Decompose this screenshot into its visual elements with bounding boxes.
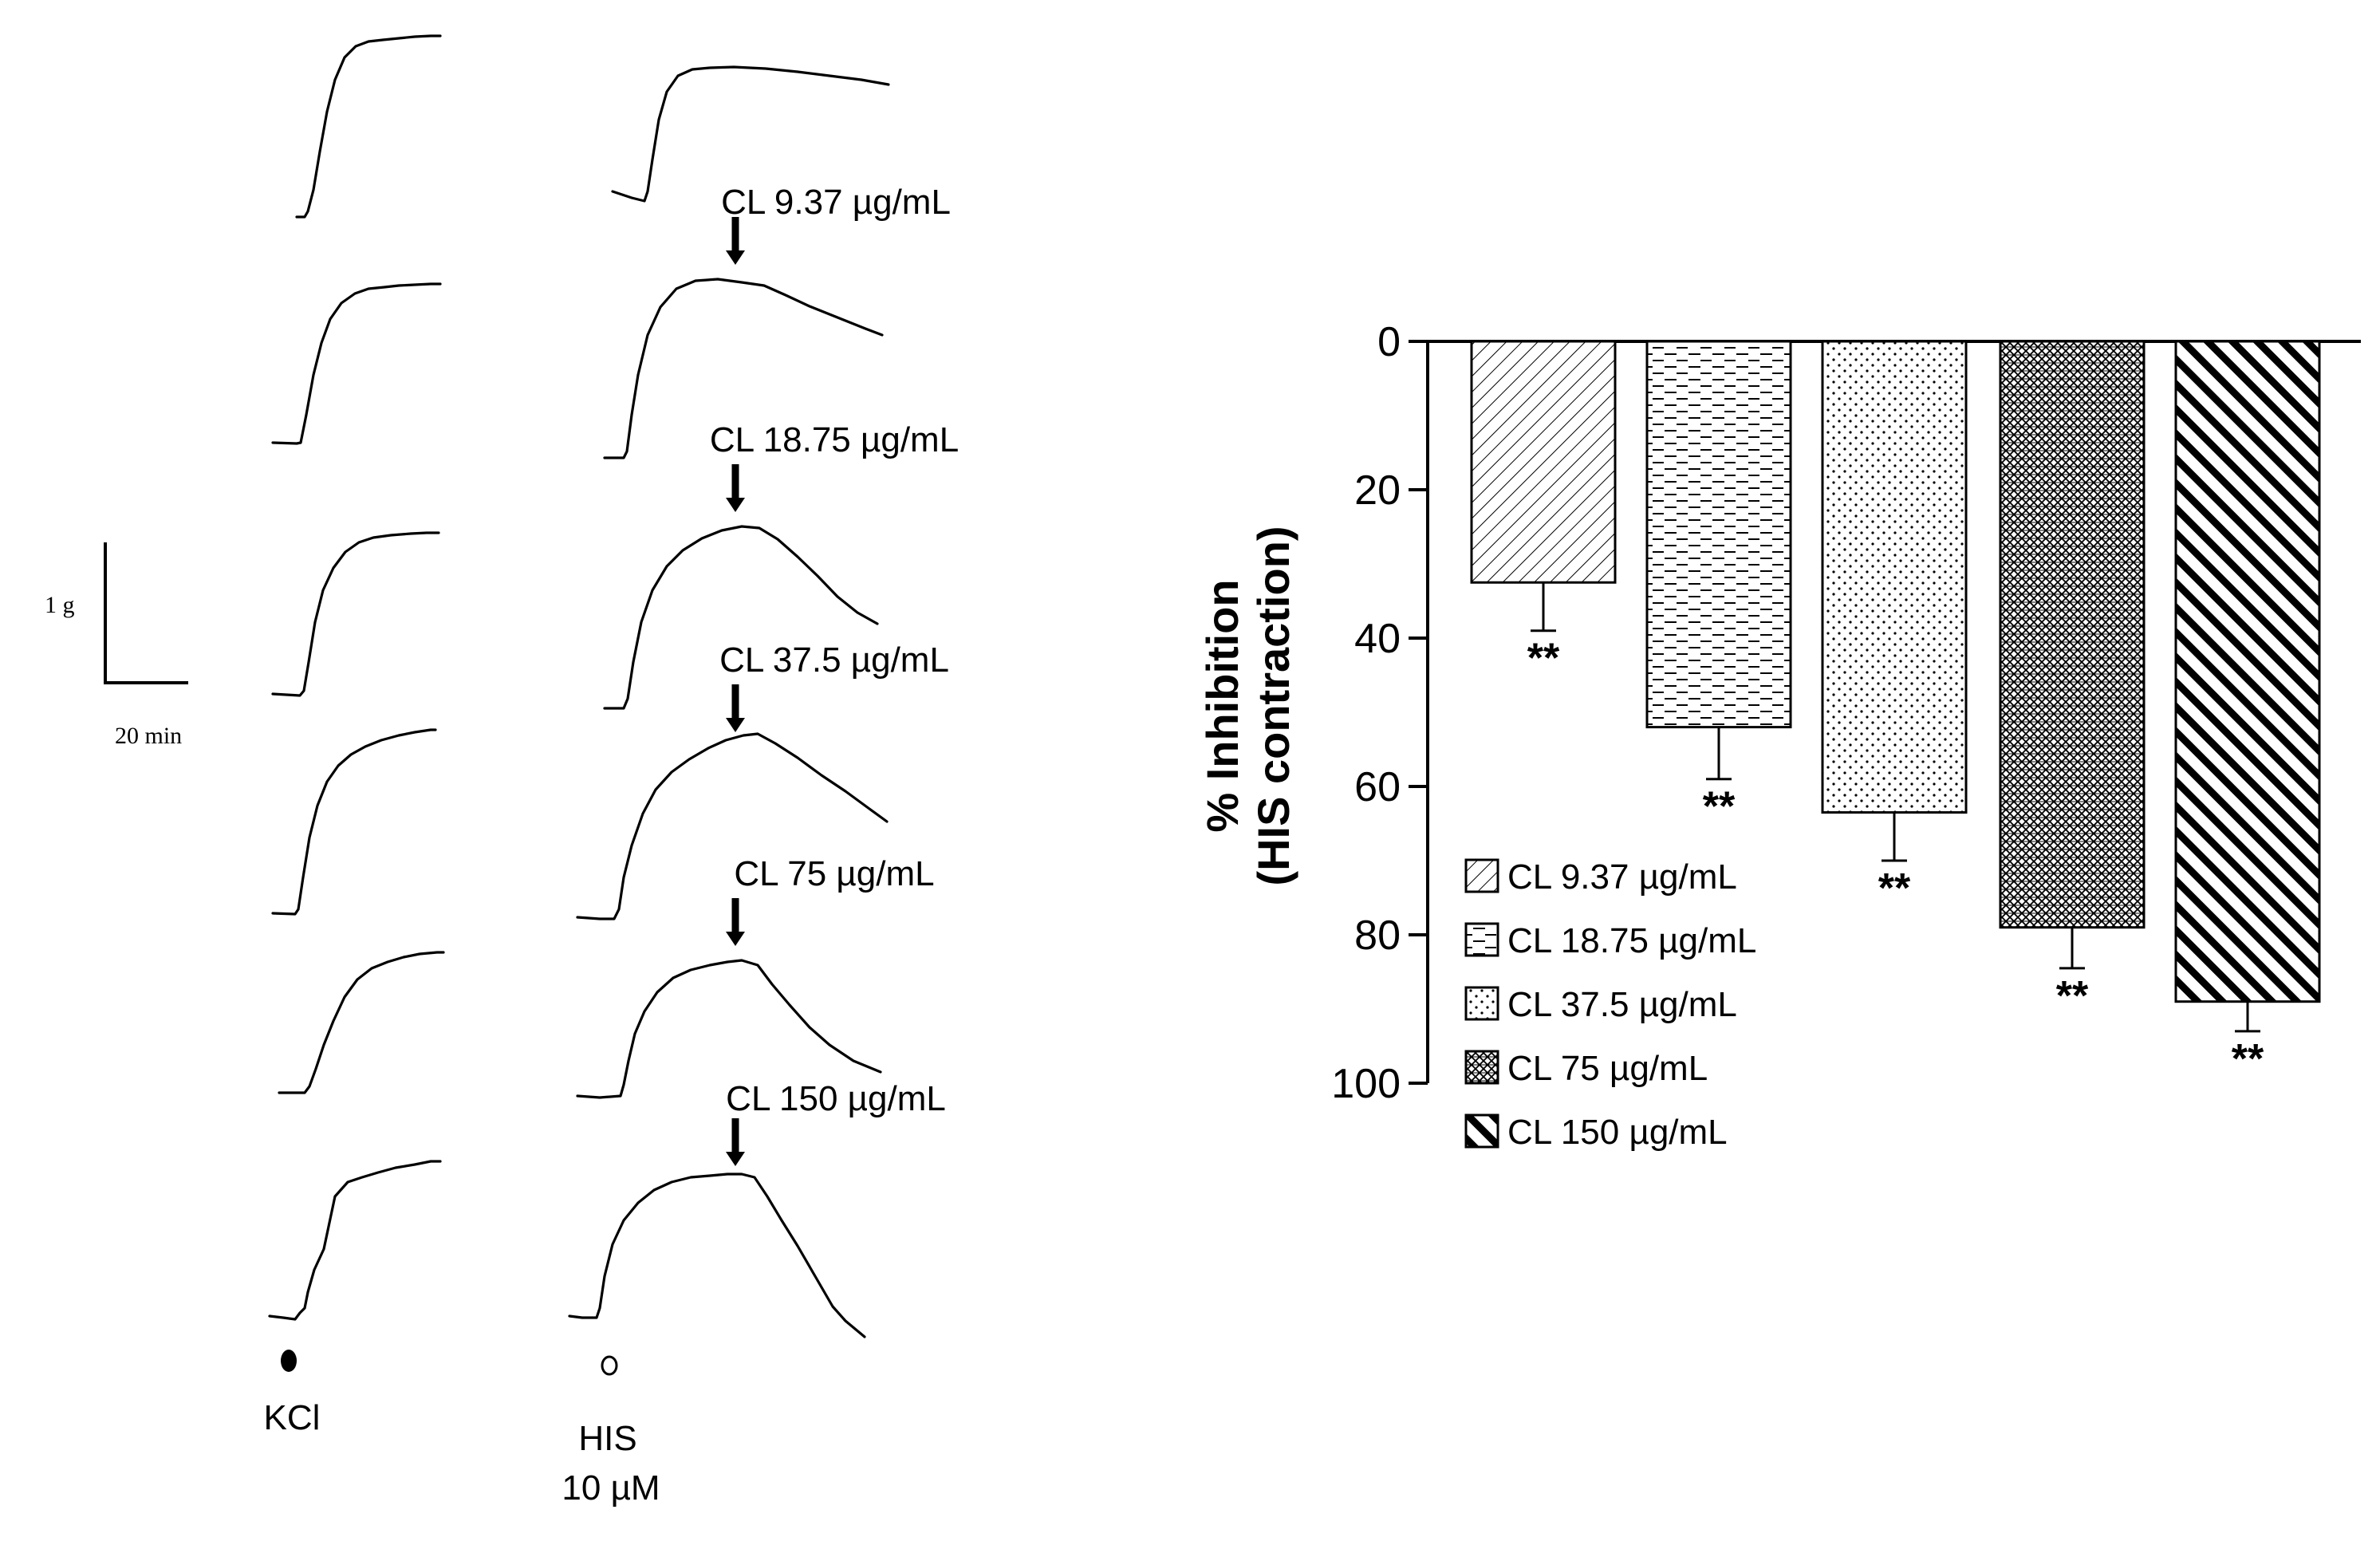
bar-2	[1645, 340, 1792, 729]
his-trace-4	[576, 732, 889, 920]
chart-legend: CL 9.37 µg/mL CL 18.75 µg/mL CL 37.5 µg/mL…	[1464, 857, 1756, 1152]
y-axis-title-line1: % Inhibition	[1197, 579, 1247, 832]
bar-5	[2174, 340, 2321, 1003]
significance-label: **	[1878, 865, 1911, 912]
his-marker	[601, 1355, 618, 1376]
significance-label: **	[1527, 636, 1560, 682]
legend-label-2: CL 18.75 µg/mL	[1507, 921, 1756, 960]
kcl-trace-6	[268, 1160, 442, 1321]
legend-swatch-1	[1464, 858, 1499, 893]
his-trace-3	[603, 525, 879, 710]
legend-label-3: CL 37.5 µg/mL	[1507, 985, 1737, 1024]
kcl-trace-4	[271, 728, 437, 916]
arrow-down-icon	[726, 217, 745, 265]
conc-label-2: CL 18.75 µg/mL	[710, 420, 959, 459]
y-tick-label: 80	[1354, 912, 1401, 959]
conc-label-5: CL 150 µg/mL	[726, 1079, 946, 1118]
chart-bars: ** ** ** ** **	[1470, 340, 2321, 1082]
bar-3	[1821, 340, 1968, 814]
conc-label-4: CL 75 µg/mL	[734, 854, 934, 893]
conc-label-1: CL 9.37 µg/mL	[721, 183, 951, 222]
scale-y-label: 1 g	[45, 592, 75, 618]
y-tick-label: 20	[1354, 467, 1401, 514]
his-label: HIS	[578, 1419, 636, 1458]
arrow-down-icon	[726, 684, 745, 732]
kcl-trace-1	[295, 34, 442, 219]
kcl-traces	[268, 34, 445, 1321]
arrow-group	[726, 217, 745, 1166]
kcl-trace-2	[271, 282, 442, 445]
kcl-trace-5	[278, 951, 445, 1094]
conc-label-3: CL 37.5 µg/mL	[719, 640, 949, 680]
his-trace-2	[603, 278, 884, 459]
scale-x-label: 20 min	[115, 723, 182, 749]
significance-label: **	[2232, 1036, 2264, 1082]
bar-1	[1470, 340, 1617, 584]
y-tick-label: 100	[1331, 1061, 1401, 1107]
significance-label: **	[1703, 784, 1736, 830]
scale-bar: 1 g 20 min	[45, 542, 188, 749]
legend-swatch-2	[1464, 922, 1499, 957]
y-tick-label: 60	[1354, 764, 1401, 810]
legend-swatch-5	[1464, 1113, 1499, 1149]
arrow-down-icon	[726, 898, 745, 946]
legend-label-5: CL 150 µg/mL	[1507, 1113, 1728, 1152]
his-trace-6	[568, 1173, 866, 1338]
legend-swatch-3	[1464, 986, 1499, 1021]
bar-4	[1999, 340, 2146, 929]
legend-label-4: CL 75 µg/mL	[1507, 1049, 1708, 1088]
kcl-trace-3	[271, 531, 440, 697]
legend-label-1: CL 9.37 µg/mL	[1507, 857, 1737, 897]
his-traces	[568, 65, 890, 1338]
his-trace-1	[611, 65, 890, 203]
y-tick-label: 40	[1354, 616, 1401, 662]
kcl-marker	[281, 1350, 297, 1372]
significance-label: **	[2056, 973, 2089, 1019]
arrow-down-icon	[726, 464, 745, 512]
arrow-down-icon	[726, 1118, 745, 1166]
his-conc-label: 10 µM	[562, 1468, 660, 1508]
kcl-label: KCl	[264, 1398, 321, 1437]
his-trace-5	[576, 959, 882, 1099]
y-tick-label: 0	[1377, 319, 1401, 365]
legend-swatch-4	[1464, 1050, 1499, 1085]
y-axis-title-line2: (HIS contraction)	[1248, 526, 1298, 885]
